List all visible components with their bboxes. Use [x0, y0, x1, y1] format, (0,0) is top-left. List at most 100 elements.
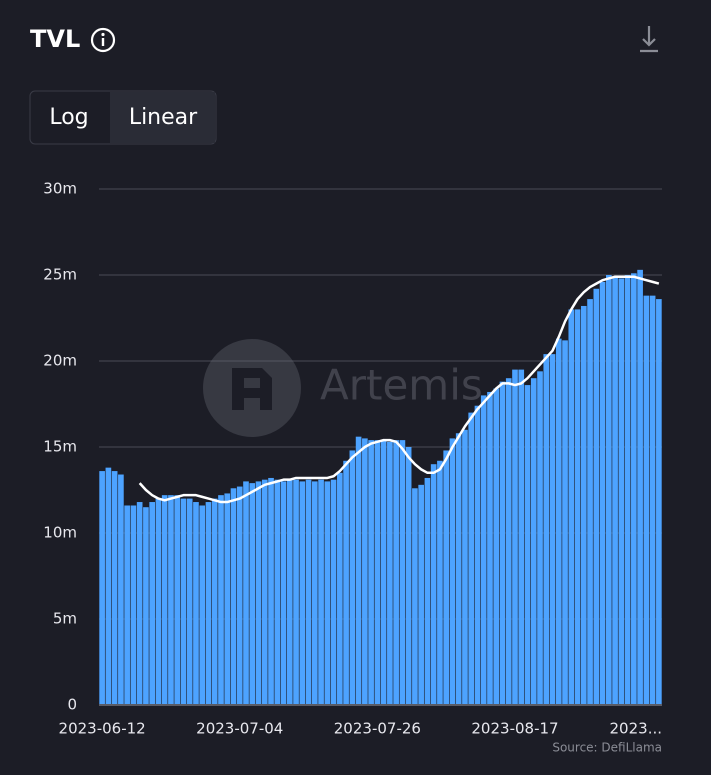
bar	[199, 505, 206, 705]
watermark	[203, 339, 301, 437]
y-tick-label: 25m	[43, 266, 77, 284]
linear-active-bg	[110, 92, 215, 143]
bar	[155, 498, 162, 705]
bar	[574, 309, 581, 705]
bar	[299, 481, 306, 705]
bar	[418, 484, 424, 705]
bar	[174, 495, 181, 705]
line	[138, 275, 660, 504]
y-tick-label: 0	[67, 696, 77, 714]
bar	[631, 273, 637, 705]
bar	[443, 450, 450, 705]
bar	[99, 471, 105, 705]
x-tick-label: 2023-07-04	[196, 720, 283, 738]
bar	[562, 340, 568, 705]
log-button[interactable]: Log	[49, 105, 88, 130]
bar	[637, 269, 643, 705]
bar	[405, 447, 412, 705]
y-tick-label: 5m	[53, 610, 77, 628]
bar	[568, 309, 575, 705]
bar	[549, 354, 556, 705]
bar	[305, 479, 312, 705]
bar	[555, 338, 562, 705]
bar	[180, 498, 187, 705]
watermark-text: Artemis	[320, 361, 483, 410]
bar	[387, 441, 393, 705]
bar	[656, 299, 662, 705]
bar	[474, 405, 481, 705]
bar	[318, 479, 324, 705]
bar	[505, 378, 512, 705]
bar	[355, 436, 362, 705]
bar	[230, 488, 237, 705]
bar	[512, 369, 518, 705]
bar	[499, 381, 506, 705]
bar	[368, 440, 374, 705]
bar	[649, 295, 656, 705]
y-tick-label: 15m	[43, 438, 77, 456]
bar	[224, 493, 231, 705]
x-tick-label: 2023-06-12	[59, 720, 146, 738]
bar	[243, 481, 249, 705]
bar	[518, 369, 525, 705]
bar	[412, 488, 418, 705]
bar	[186, 498, 193, 705]
bar	[399, 440, 406, 705]
y-tick-label: 30m	[43, 180, 77, 198]
bar	[380, 440, 387, 705]
bar	[543, 354, 550, 705]
x-tick-label: 2023-08-17	[471, 720, 558, 738]
bar	[111, 471, 118, 705]
bar	[587, 299, 593, 705]
bar	[468, 412, 475, 705]
bar	[493, 388, 500, 705]
bar	[218, 495, 224, 705]
title: TVL	[30, 25, 80, 53]
bar	[643, 295, 650, 705]
y-tick-label: 20m	[43, 352, 77, 370]
bar	[593, 288, 600, 705]
bar	[606, 275, 612, 705]
bar	[268, 477, 274, 705]
bar	[437, 460, 443, 705]
bar	[480, 395, 487, 705]
bar	[530, 378, 537, 705]
linear-button[interactable]: Linear	[129, 105, 198, 130]
bar	[343, 460, 349, 705]
bar	[286, 479, 293, 705]
bar	[274, 479, 281, 705]
bar	[143, 507, 149, 705]
download-icon[interactable]	[640, 26, 658, 53]
bar	[612, 276, 618, 705]
bar	[324, 481, 331, 705]
bar	[168, 495, 174, 705]
bar	[149, 502, 155, 705]
bar	[211, 498, 218, 705]
bar	[261, 479, 268, 705]
bar	[537, 371, 543, 705]
bar	[236, 486, 243, 705]
bar	[136, 502, 143, 705]
bar	[430, 464, 437, 705]
bar	[249, 483, 256, 705]
bar	[330, 479, 337, 705]
info-icon[interactable]	[90, 27, 116, 53]
bar	[130, 505, 137, 705]
bar	[424, 477, 431, 705]
bar	[311, 481, 318, 705]
bar	[349, 450, 356, 705]
bar	[280, 481, 287, 705]
bar	[374, 440, 381, 705]
bar	[205, 502, 212, 705]
bar	[124, 505, 130, 705]
bar	[580, 305, 587, 705]
bar	[487, 391, 493, 705]
bar	[105, 467, 112, 705]
bar	[161, 495, 168, 705]
bar	[449, 438, 456, 705]
bar	[362, 438, 368, 705]
source: Source: DefiLlama	[552, 741, 662, 755]
bar	[462, 429, 468, 705]
